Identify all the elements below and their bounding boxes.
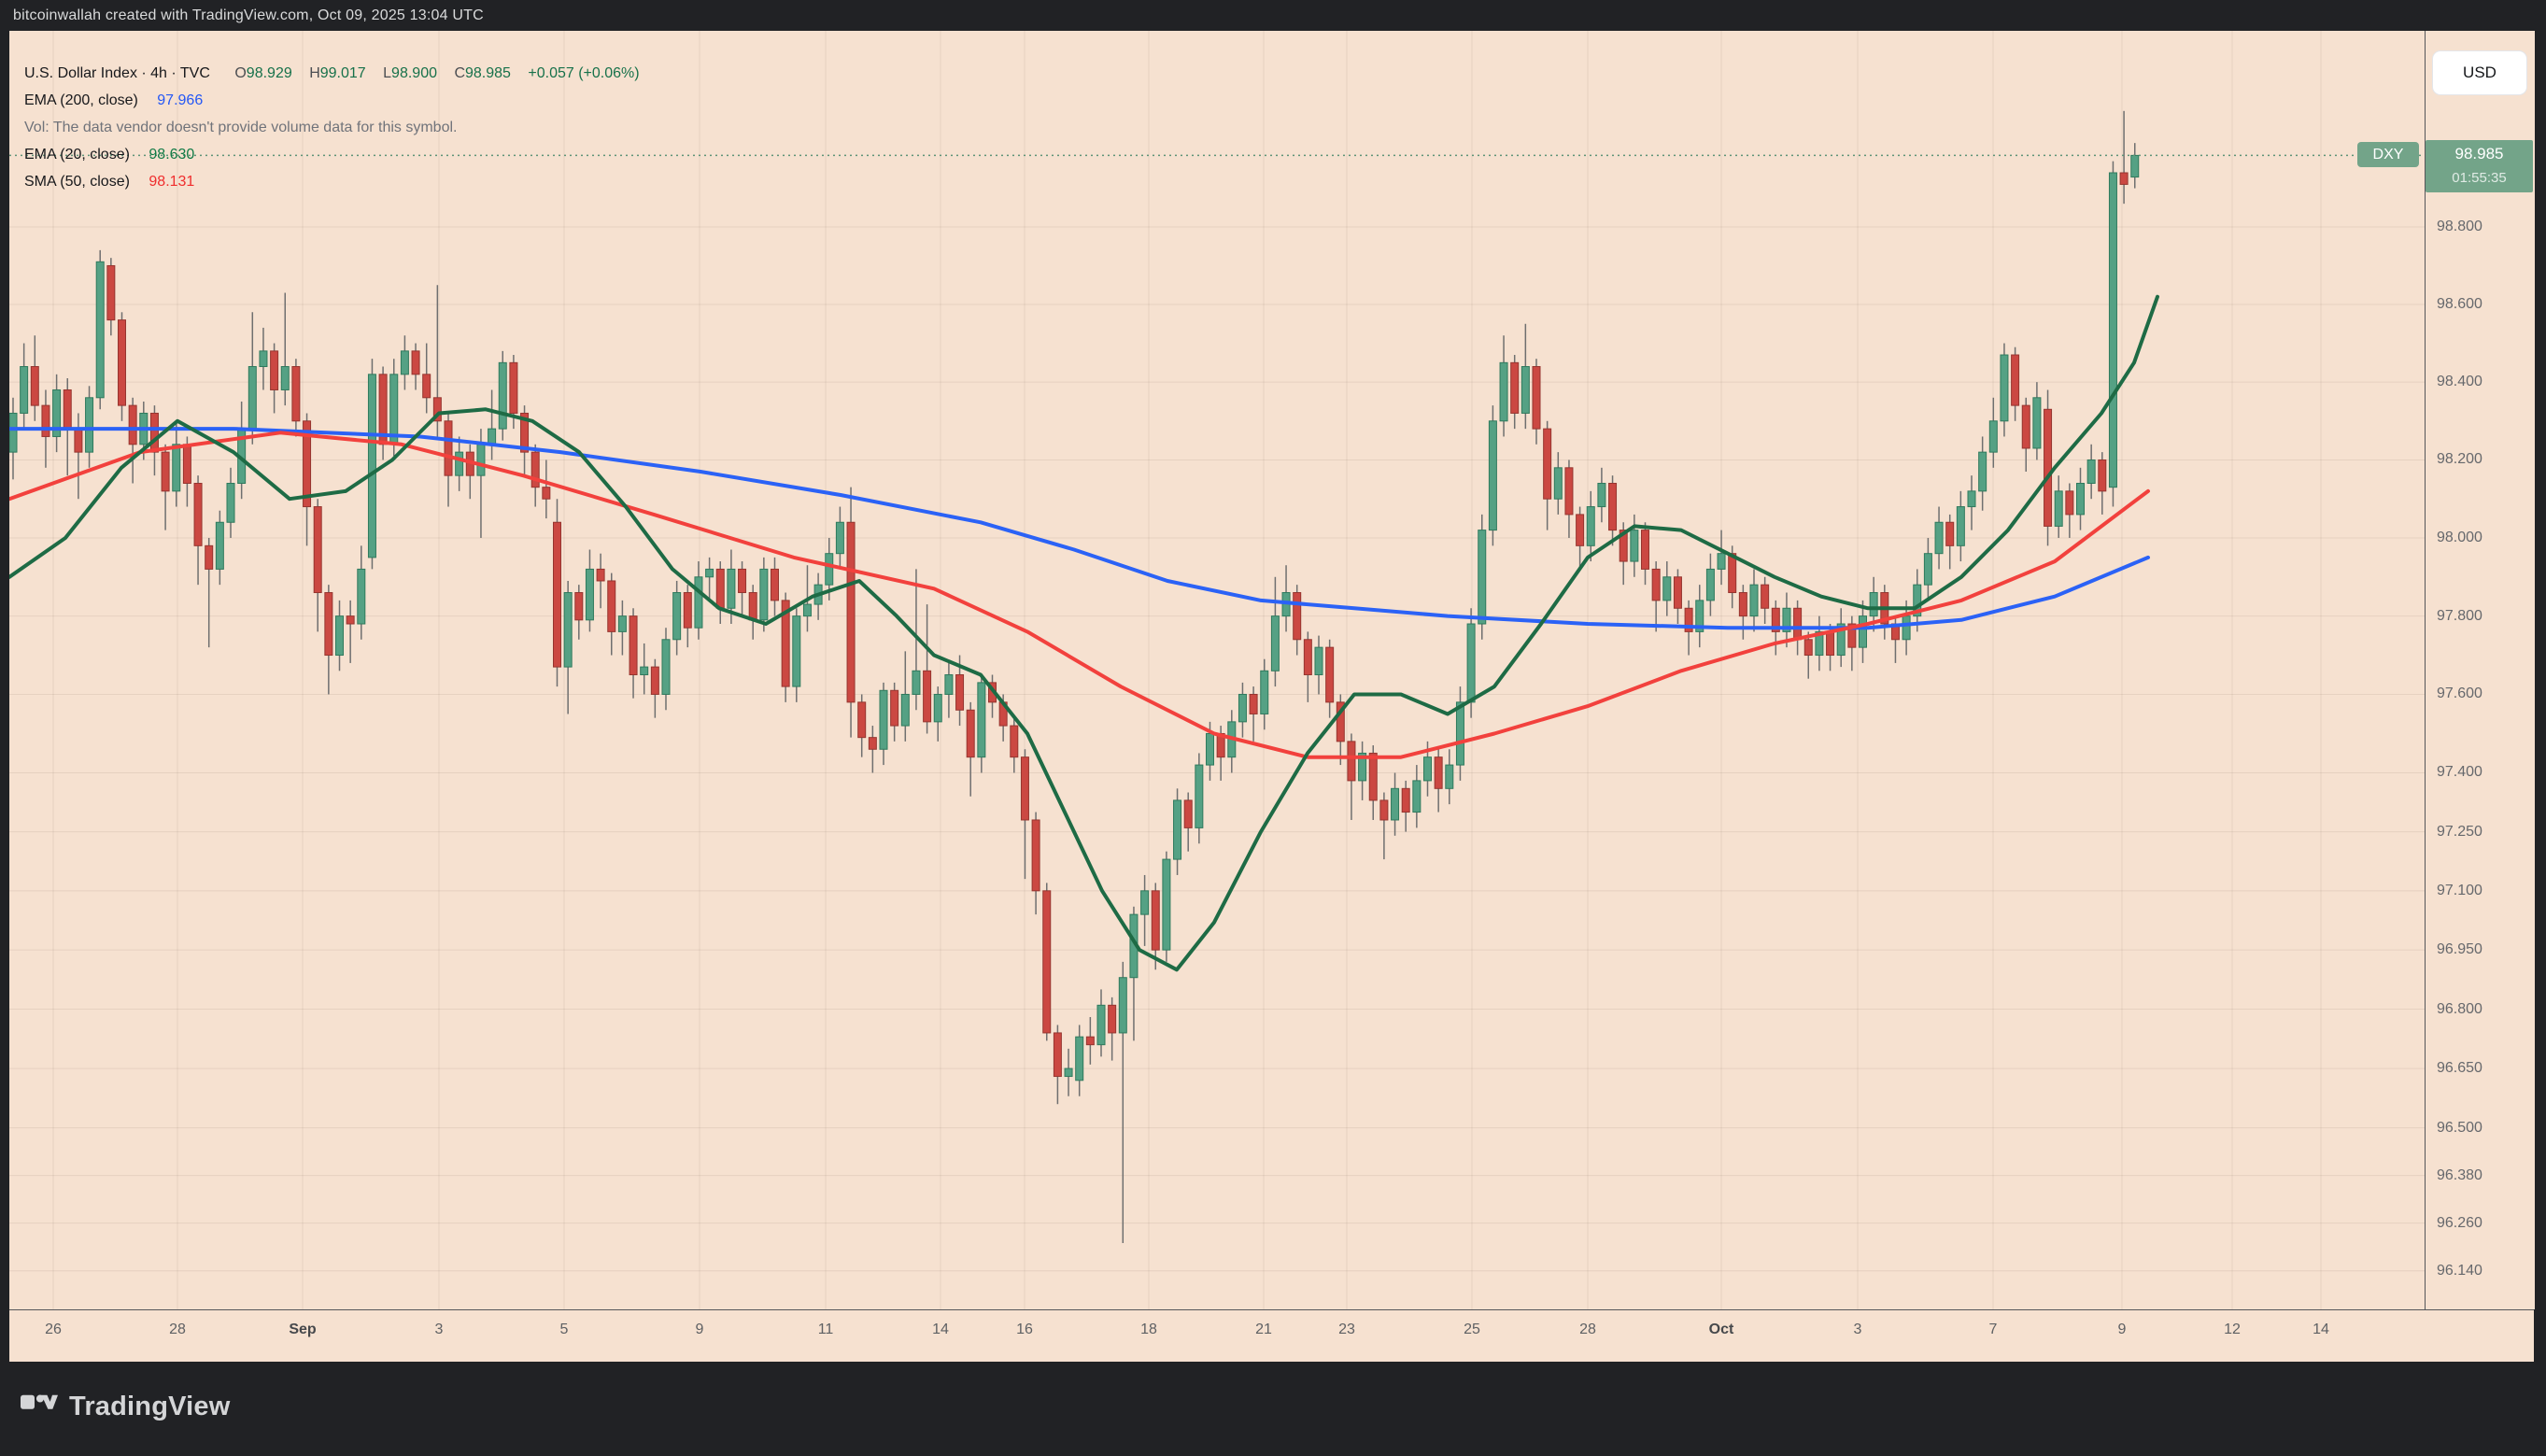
- tradingview-link[interactable]: TradingView: [21, 1387, 231, 1426]
- time-tick-5: 5: [559, 1322, 569, 1337]
- time-tick-3: 3: [1853, 1322, 1862, 1337]
- time-tick-12: 12: [2224, 1322, 2241, 1337]
- price-tick-96.950: 96.950: [2437, 941, 2482, 958]
- time-tick-21: 21: [1255, 1322, 1272, 1337]
- time-tick-9: 9: [2117, 1322, 2127, 1337]
- footer-bar: TradingView: [0, 1361, 2546, 1456]
- close-value: 98.985: [465, 65, 511, 81]
- high-label: H: [309, 65, 320, 81]
- price-tick-96.380: 96.380: [2437, 1166, 2482, 1183]
- sma50-label: SMA (50, close): [24, 174, 130, 190]
- time-tick-11: 11: [817, 1322, 834, 1337]
- time-tick-16: 16: [1016, 1322, 1033, 1337]
- attribution-text: bitcoinwallah created with TradingView.c…: [13, 7, 484, 23]
- candlestick-series: [9, 110, 2140, 1243]
- price-scale[interactable]: 98.800 98.600 98.400 98.200 98.000 97.800 97.6…: [2425, 31, 2535, 1309]
- low-value: 98.900: [391, 65, 437, 81]
- price-tick-97.400: 97.400: [2437, 764, 2482, 781]
- ema-20-close--line: [9, 294, 2159, 972]
- price-tick-96.650: 96.650: [2437, 1060, 2482, 1077]
- open-value: 98.929: [246, 65, 292, 81]
- high-value: 99.017: [319, 65, 366, 81]
- price-tick-97.100: 97.100: [2437, 882, 2482, 898]
- ema200-label: EMA (200, close): [24, 92, 138, 108]
- ema200-value: 97.966: [157, 92, 204, 108]
- time-tick-7: 7: [1988, 1322, 1998, 1337]
- price-tick-97.800: 97.800: [2437, 607, 2482, 624]
- price-chart-plot[interactable]: [9, 31, 2425, 1309]
- time-tick-25: 25: [1464, 1322, 1480, 1337]
- ema20-value: 98.630: [149, 147, 195, 163]
- time-tick-23: 23: [1338, 1322, 1355, 1337]
- bar-countdown: 01:55:35: [2452, 170, 2507, 186]
- time-axis[interactable]: 26 28 Sep 3 5 9 11 14 16 18 21 23 25 28 Oct 3 7 9 12 14: [9, 1309, 2534, 1362]
- price-tick-96.800: 96.800: [2437, 1000, 2482, 1017]
- grid-lines: [9, 31, 2425, 1309]
- currency-button[interactable]: USD: [2432, 50, 2527, 95]
- time-tick-26: 26: [45, 1322, 62, 1337]
- price-tick-98.800: 98.800: [2437, 219, 2482, 234]
- change-value: +0.057 (+0.06%): [528, 65, 640, 81]
- legend-sma50-row[interactable]: SMA (50, close) 98.131: [24, 168, 640, 195]
- time-tick-3: 3: [434, 1322, 444, 1337]
- chart-legend: U.S. Dollar Index · 4h · TVC O98.929 H99…: [24, 60, 640, 195]
- price-tick-97.250: 97.250: [2437, 823, 2482, 840]
- tradingview-logo-icon: [21, 1394, 58, 1409]
- symbol-title: U.S. Dollar Index · 4h · TVC: [24, 65, 210, 81]
- symbol-badge: DXY: [2357, 142, 2419, 167]
- brand-name: TradingView: [69, 1391, 231, 1421]
- ema-200-close--line: [9, 427, 2150, 630]
- time-tick-28: 28: [169, 1322, 186, 1337]
- time-tick-9: 9: [695, 1322, 704, 1337]
- sma-50-close--line: [9, 431, 2150, 759]
- price-tick-98.400: 98.400: [2437, 374, 2482, 390]
- price-tick-98.000: 98.000: [2437, 529, 2482, 545]
- price-tick-96.140: 96.140: [2437, 1262, 2482, 1279]
- legend-symbol-row[interactable]: U.S. Dollar Index · 4h · TVC O98.929 H99…: [24, 60, 640, 87]
- price-tick-96.500: 96.500: [2437, 1119, 2482, 1136]
- price-tick-97.600: 97.600: [2437, 686, 2482, 702]
- legend-volume-row[interactable]: Vol: The data vendor doesn't provide vol…: [24, 114, 640, 141]
- last-price-box: 98.985 01:55:35: [2426, 140, 2533, 192]
- legend-ema20-row[interactable]: EMA (20, close) 98.630: [24, 141, 640, 168]
- time-tick-14: 14: [2313, 1322, 2329, 1337]
- low-label: L: [383, 65, 392, 81]
- time-tick-Oct: Oct: [1708, 1322, 1734, 1337]
- volume-note: Vol: The data vendor doesn't provide vol…: [24, 120, 458, 135]
- attribution-bar: bitcoinwallah created with TradingView.c…: [0, 0, 2546, 31]
- price-tick-96.260: 96.260: [2437, 1214, 2482, 1231]
- sma50-value: 98.131: [149, 174, 195, 190]
- legend-ema200-row[interactable]: EMA (200, close) 97.966: [24, 87, 640, 114]
- ema20-label: EMA (20, close): [24, 147, 130, 163]
- open-label: O: [234, 65, 247, 81]
- price-tick-98.600: 98.600: [2437, 295, 2482, 312]
- time-tick-Sep: Sep: [289, 1322, 317, 1337]
- close-label: C: [454, 65, 465, 81]
- price-tick-98.200: 98.200: [2437, 451, 2482, 468]
- time-tick-28: 28: [1579, 1322, 1596, 1337]
- time-tick-14: 14: [932, 1322, 949, 1337]
- last-price: 98.985: [2454, 145, 2504, 163]
- time-tick-18: 18: [1140, 1322, 1157, 1337]
